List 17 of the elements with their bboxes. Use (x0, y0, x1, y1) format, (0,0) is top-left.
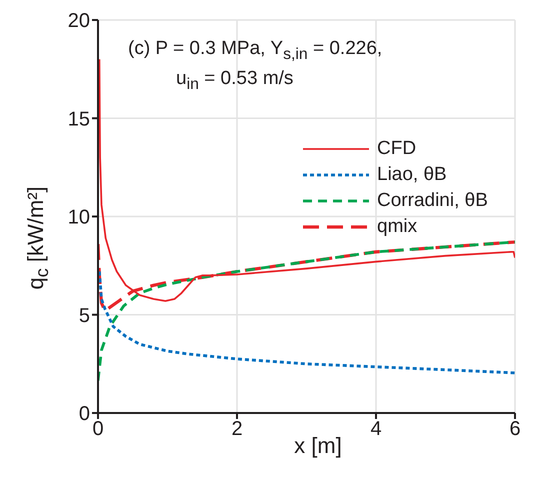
legend-label: CFD (377, 138, 416, 160)
x-tick-label: 6 (509, 418, 521, 440)
annotation: u$_{in}$ = 0.53 m/s (176, 68, 294, 94)
annotation: (c) P = 0.3 MPa, Y$_{s,in}$ = 0.226, (128, 38, 382, 64)
y-tick-label: 20 (68, 10, 90, 32)
x-axis-title: x [m] (294, 433, 342, 459)
y-tick-label: 15 (68, 108, 90, 130)
line-series (98, 240, 515, 382)
legend-label: Corradini, θB (377, 190, 488, 212)
x-tick-label: 2 (231, 418, 243, 440)
legend-label: Liao, θB (377, 164, 447, 186)
legend-label: qmix (377, 216, 418, 238)
x-tick-label: 4 (370, 418, 382, 440)
y-tick-label: 5 (78, 304, 90, 327)
y-tick-label: 10 (68, 206, 90, 229)
y-tick-label: 0 (78, 403, 90, 426)
line-series (98, 270, 515, 374)
